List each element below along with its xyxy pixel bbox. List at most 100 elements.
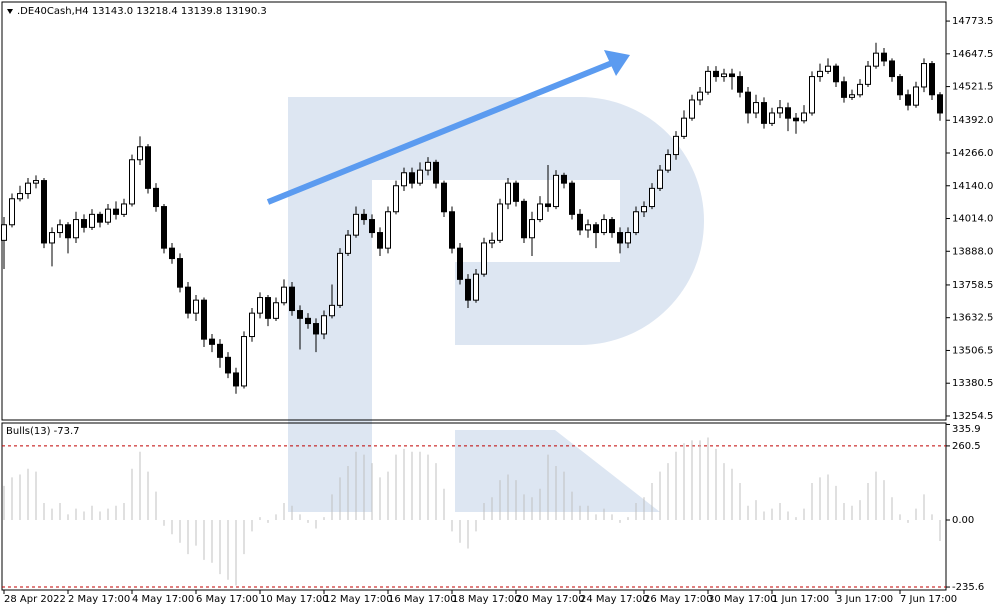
candle-body	[593, 224, 599, 234]
candle-body	[601, 219, 607, 234]
candle-body	[401, 172, 407, 187]
candle-body	[681, 117, 687, 137]
candle-body	[769, 112, 775, 124]
candle-body	[849, 94, 855, 98]
candle-body	[537, 203, 543, 221]
candle-body	[177, 258, 183, 288]
candle-body	[713, 70, 719, 78]
x-tick-label: 18 May 17:00	[452, 594, 521, 605]
y-tick-label: 14014.0	[952, 214, 993, 225]
candle-body	[553, 174, 559, 208]
candle-body	[33, 180, 39, 184]
candle-body	[721, 73, 727, 78]
candle-body	[113, 208, 119, 215]
candle-body	[393, 185, 399, 213]
candle-body	[313, 323, 319, 335]
candle-body	[753, 102, 759, 114]
watermark	[288, 97, 704, 512]
candle-body	[729, 73, 735, 78]
candle-body	[417, 169, 423, 184]
candle-body	[161, 206, 167, 249]
candle-body	[329, 304, 335, 317]
candle-body	[361, 213, 367, 221]
candle-body	[905, 94, 911, 106]
y-tick-label: 260.5	[952, 441, 981, 452]
candle-body	[97, 213, 103, 223]
candle-body	[409, 172, 415, 184]
y-tick-label: 14521.5	[952, 82, 993, 93]
x-tick-label: 10 May 17:00	[260, 594, 329, 605]
candle-body	[521, 200, 527, 239]
y-tick-label: 335.9	[952, 424, 981, 435]
candle-body	[913, 86, 919, 106]
y-tick-label: 13380.5	[952, 378, 993, 389]
y-tick-label: 14773.5	[952, 16, 993, 27]
candle-body	[833, 65, 839, 83]
candle-body	[673, 135, 679, 156]
candle-body	[41, 180, 47, 244]
candle-body	[457, 247, 463, 280]
candle-body	[761, 102, 767, 124]
candle-body	[777, 107, 783, 114]
y-tick-label: -235.6	[952, 582, 984, 593]
candle-body	[513, 182, 519, 202]
x-tick-label: 3 Jun 17:00	[836, 594, 893, 605]
candle-body	[841, 81, 847, 98]
candle-body	[745, 91, 751, 114]
candle-body	[497, 203, 503, 241]
x-tick-label: 2 May 17:00	[68, 594, 130, 605]
candle-body	[929, 63, 935, 96]
candle-body	[385, 211, 391, 249]
candle-body	[81, 219, 87, 228]
candle-body	[257, 297, 263, 314]
candle-body	[481, 242, 487, 275]
candle-body	[641, 206, 647, 213]
candle-body	[289, 286, 295, 312]
main-panel	[1, 1, 947, 421]
y-tick-label: 13888.0	[952, 246, 993, 257]
candle-body	[889, 60, 895, 78]
candle-body	[881, 52, 887, 62]
candle-body	[1, 224, 7, 241]
candle-body	[137, 146, 143, 161]
candle-body	[305, 317, 311, 325]
candle-body	[473, 273, 479, 301]
candle-body	[825, 65, 831, 72]
x-tick-label: 26 May 17:00	[644, 594, 713, 605]
candle-body	[585, 224, 591, 231]
candle-body	[617, 232, 623, 244]
candle-body	[577, 213, 583, 231]
indicator-title: Bulls(13) -73.7	[6, 426, 80, 437]
candle-body	[785, 107, 791, 119]
x-tick-label: 6 May 17:00	[196, 594, 258, 605]
candle-body	[529, 219, 535, 239]
candle-body	[921, 63, 927, 88]
y-tick-label: 13758.5	[952, 280, 993, 291]
candle-body	[345, 234, 351, 254]
x-tick-label: 20 May 17:00	[516, 594, 585, 605]
x-tick-label: 30 May 17:00	[708, 594, 777, 605]
trend-arrow	[266, 50, 630, 205]
candle-body	[545, 203, 551, 208]
x-tick-label: 7 Jun 17:00	[900, 594, 957, 605]
candle-body	[505, 182, 511, 205]
y-tick-label: 13254.5	[952, 411, 993, 422]
candle-body	[17, 193, 23, 200]
candle-body	[89, 213, 95, 228]
y-tick-label: 13632.5	[952, 313, 993, 324]
candle-body	[73, 219, 79, 239]
candle-body	[665, 154, 671, 171]
candle-body	[873, 52, 879, 67]
candle-body	[809, 76, 815, 114]
candle-body	[49, 232, 55, 244]
x-tick-label: 24 May 17:00	[580, 594, 649, 605]
candle-body	[897, 76, 903, 96]
y-tick-label: 13506.5	[952, 345, 993, 356]
x-tick-label: 16 May 17:00	[388, 594, 457, 605]
y-tick-label: 0.00	[952, 515, 974, 526]
candle-body	[169, 247, 175, 260]
candle-body	[249, 312, 255, 338]
candle-body	[737, 76, 743, 93]
candle-body	[865, 65, 871, 85]
